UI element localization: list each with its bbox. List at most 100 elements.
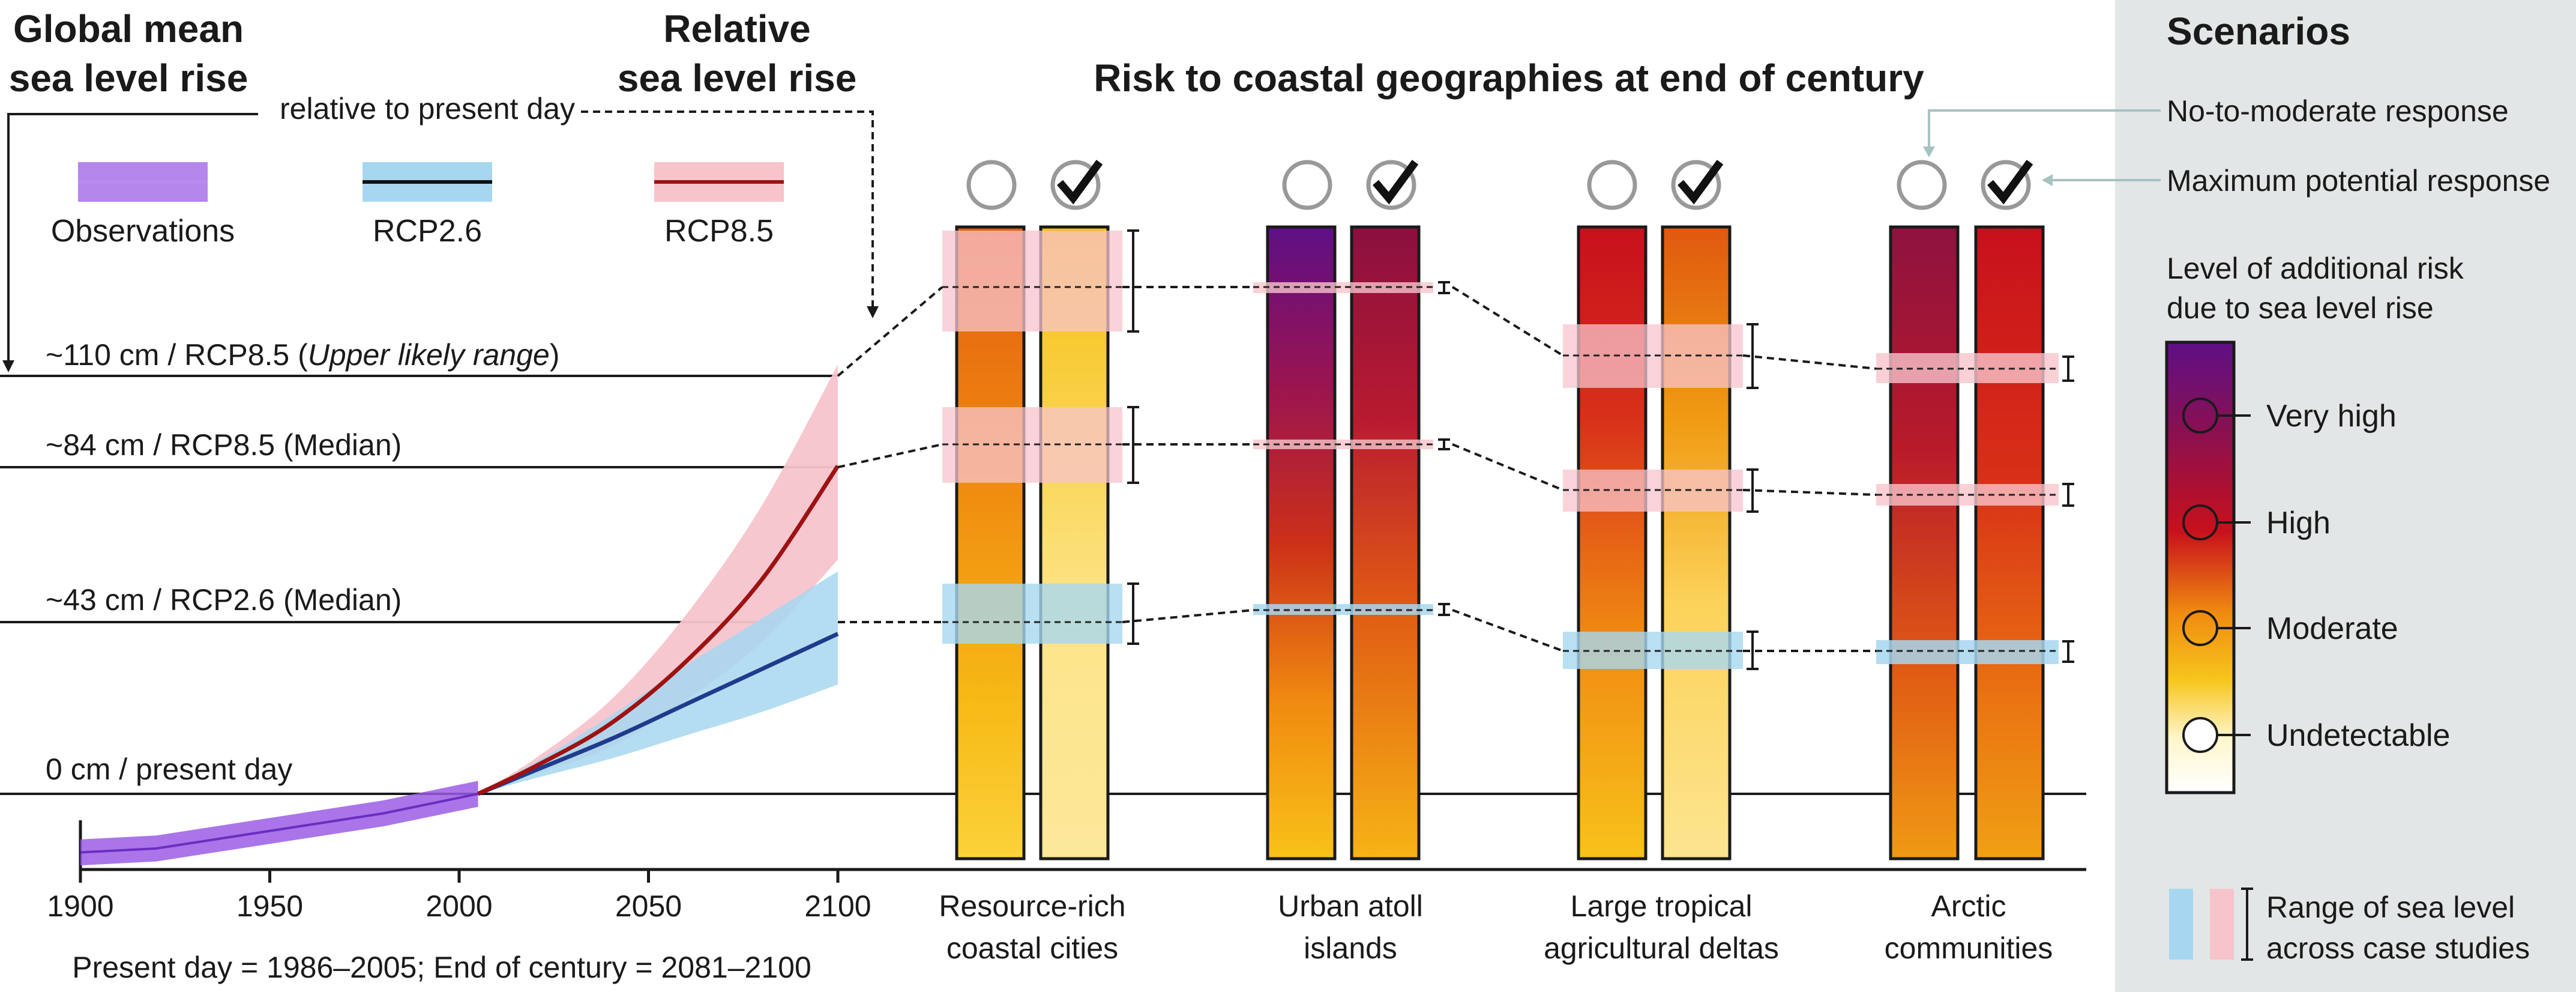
range-rcp85-upper [1563, 324, 1743, 388]
x-tick-label: 2100 [804, 889, 871, 923]
level-connectors [837, 286, 1877, 652]
risk-bar-no-moderate [1577, 225, 1648, 860]
geography-label-line1: Resource-rich [939, 889, 1125, 923]
risk-bar-maximum [1039, 225, 1110, 860]
global-connector-line [7, 113, 258, 360]
checkmark-icon [1373, 160, 1419, 205]
risk-columns: Resource-rich coastal cities Urban atoll [837, 160, 2074, 965]
scenario-no-moderate-icon [966, 160, 1017, 210]
connector-median26-bc [1452, 609, 1563, 652]
range-errorbar-upper [1127, 229, 1139, 333]
x-tick-label: 1900 [47, 889, 113, 923]
legend-panel-title: Scenarios [2167, 10, 2350, 53]
series-legend: Observations RCP2.6 RCP8.5 [51, 162, 784, 249]
geography-label-line1: Urban atoll [1278, 889, 1423, 923]
range-errorbar-upper [1747, 323, 1759, 389]
risk-level-undetectable-marker [2182, 717, 2218, 753]
x-tick-label: 2050 [615, 889, 682, 923]
range-errorbar-median26 [1747, 631, 1759, 670]
risk-title: Risk to coastal geographies at end of ce… [1094, 56, 1924, 100]
projection-lines [80, 465, 840, 854]
range-rcp85-upper [1876, 353, 2059, 383]
range-errorbar-median26 [2062, 640, 2074, 663]
x-tick-label: 2000 [426, 889, 492, 923]
relative-title: Relative sea level rise [618, 7, 857, 100]
legend-no-to-moderate-label: No-to-moderate response [2167, 94, 2509, 128]
risk-level-very-high-label: Very high [2266, 399, 2397, 434]
range-swatch-rcp85 [2210, 889, 2234, 960]
geography-label-line2: communities [1885, 931, 2053, 965]
pointer-arrowhead-icon [1923, 147, 1935, 157]
range-rcp85-median [1876, 484, 2059, 506]
geography-label-line2: agricultural deltas [1544, 931, 1779, 965]
range-bracket-icon [2241, 888, 2253, 961]
geography-label-line1: Large tropical [1571, 889, 1753, 923]
legend-no-to-moderate-pointer [1928, 109, 2161, 147]
global-title-line2: sea level rise [9, 56, 248, 100]
risk-bar-no-moderate [955, 225, 1026, 860]
sea-level-range-legend: Range of sea level across case studies [2169, 888, 2530, 965]
rcp26-likely-range-band [478, 571, 838, 794]
range-errorbar-median26 [1127, 582, 1139, 645]
checkmark-icon [1678, 160, 1724, 205]
reference-levels: ~110 cm / RCP8.5 (Upper likely range) ~8… [0, 338, 2086, 795]
x-axis-ticks: 1900 1950 2000 2050 2100 [47, 870, 871, 923]
relative-connector-arrowhead [867, 306, 879, 318]
range-errorbar-median85 [2062, 483, 2074, 507]
range-errorbar-median85 [1438, 438, 1450, 450]
range-rcp85-median [1563, 470, 1743, 512]
range-rcp26-median [1253, 604, 1433, 615]
relative-title-line2: sea level rise [618, 56, 857, 100]
relative-title-line1: Relative [663, 7, 810, 50]
rcp26-median-line [477, 632, 839, 796]
risk-level-moderate-label: Moderate [2266, 611, 2398, 646]
risk-scale-markers: Very high High Moderate Undetectable [2182, 398, 2450, 753]
relative-note: relative to present day [280, 92, 575, 126]
legend-observations-label: Observations [51, 214, 235, 249]
connector-median26-ab [1122, 609, 1254, 623]
geography-urban-atoll-islands: Urban atoll islands [1253, 160, 1450, 965]
risk-bar-maximum [1350, 225, 1421, 860]
global-title: Global mean sea level rise [9, 7, 248, 100]
risk-bar-no-moderate [1266, 225, 1337, 860]
connector-median85-cd [1742, 489, 1877, 496]
range-errorbar-median85 [1127, 406, 1139, 484]
pointer-arrowhead-icon [2042, 174, 2053, 186]
observations-line [80, 793, 478, 854]
risk-scale-title-line2: due to sea level rise [2167, 291, 2434, 325]
geography-label-line1: Arctic [1931, 889, 2006, 923]
range-errorbar-upper [2062, 355, 2074, 382]
geography-label-line2: coastal cities [946, 931, 1118, 965]
range-errorbar-median26 [1438, 603, 1450, 616]
range-rcp85-median [942, 407, 1122, 483]
scenario-no-moderate-icon [1282, 160, 1332, 210]
global-title-line1: Global mean [13, 7, 244, 50]
geography-resource-rich-coastal-cities: Resource-rich coastal cities [939, 160, 1139, 965]
range-errorbar-median85 [1747, 468, 1759, 513]
legend-rcp85-label: RCP8.5 [664, 214, 774, 249]
legend-rcp26-label: RCP2.6 [373, 214, 482, 249]
label-upper-likely: ~110 cm / RCP8.5 (Upper likely range) [46, 338, 559, 372]
relative-connector-line [581, 110, 874, 306]
label-zero: 0 cm / present day [46, 752, 292, 786]
range-rcp85-median [1253, 440, 1433, 449]
connector-upper-from-plot [837, 286, 943, 377]
rcp85-median-line [477, 465, 840, 796]
range-swatch-rcp26 [2169, 889, 2193, 960]
geography-large-tropical-agricultural-deltas: Large tropical agricultural deltas [1544, 160, 1779, 965]
sea-level-timeseries: 1900 1950 2000 2050 2100 [47, 364, 2086, 923]
footnote: Present day = 1986–2005; End of century … [72, 951, 811, 984]
legend-panel: Scenarios No-to-moderate response Maximu… [1923, 0, 2576, 992]
connector-median85-bc [1452, 443, 1563, 491]
risk-scale-title-line1: Level of additional risk [2167, 252, 2464, 285]
range-rcp85-upper [942, 231, 1122, 331]
range-rcp85-upper [1253, 282, 1433, 293]
checkmark-icon [1057, 160, 1103, 205]
label-median-rcp26: ~43 cm / RCP2.6 (Median) [46, 583, 402, 617]
range-legend-line2: across case studies [2266, 931, 2530, 965]
geography-arctic-communities: Arctic communities [1876, 160, 2074, 965]
scenario-no-moderate-icon [1587, 160, 1637, 210]
range-rcp26-median [1876, 640, 2059, 664]
range-errorbar-upper [1438, 281, 1450, 294]
